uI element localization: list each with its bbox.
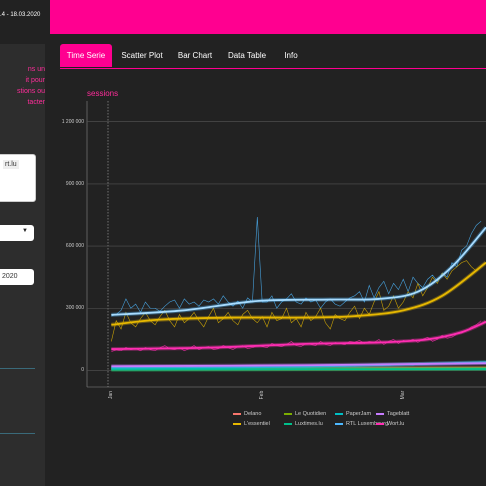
date-range-label: .4 - 18.03.2020	[0, 12, 41, 18]
y-tick-label: 600 000	[65, 243, 84, 250]
legend-item[interactable]: Delano	[233, 411, 261, 417]
legend-item[interactable]: L'essentiel	[233, 421, 270, 427]
sidebar-divider	[0, 368, 35, 369]
sidebar-panel: ns un it pour stions ou tacter rt.lu ▼ 2…	[0, 44, 45, 486]
legend-label: Delano	[244, 411, 262, 417]
raw-series-line	[111, 217, 482, 317]
tab-bar: Time Serie Scatter Plot Bar Chart Data T…	[60, 44, 486, 69]
legend-label: RTL Luxembourg	[346, 421, 389, 427]
date-input[interactable]: 2020	[0, 269, 34, 285]
legend-swatch	[284, 412, 292, 415]
sidebar-description-line: ns un	[27, 66, 45, 73]
legend-item[interactable]: Tageblatt	[376, 411, 409, 417]
smooth-series-line	[111, 320, 486, 350]
y-axis-label: sessions	[87, 89, 119, 98]
legend-swatch	[233, 412, 241, 415]
tab-scatter-plot[interactable]: Scatter Plot	[121, 51, 163, 60]
smooth-series-line	[111, 226, 486, 316]
smooth-series-line	[111, 362, 486, 368]
legend-swatch	[335, 412, 343, 415]
legend-item[interactable]: RTL Luxembourg	[335, 421, 388, 427]
raw-series-line	[111, 260, 482, 342]
site-select-input[interactable]: rt.lu	[0, 154, 36, 202]
legend-label: Tageblatt	[387, 411, 410, 417]
legend-label: PaperJam	[346, 411, 372, 417]
y-tick-label: 1 200 000	[61, 118, 84, 125]
legend-label: Luxtimes.lu	[295, 421, 323, 427]
sidebar-description: ns un it pour stions ou tacter	[0, 64, 45, 108]
y-tick-label: 0	[81, 367, 84, 374]
smooth-series-line	[111, 261, 486, 326]
smooth-series-line	[111, 368, 486, 371]
top-navbar: .4 - 18.03.2020	[0, 0, 486, 34]
legend-swatch	[376, 422, 384, 425]
legend-swatch	[376, 412, 384, 415]
legend-item[interactable]: Wort.lu	[376, 421, 404, 427]
y-tick-label: 900 000	[65, 180, 84, 187]
raw-series-line	[111, 320, 482, 353]
legend-item[interactable]: Luxtimes.lu	[284, 421, 323, 427]
legend-label: Wort.lu	[387, 421, 405, 427]
sidebar-divider	[0, 433, 35, 434]
legend-item[interactable]: PaperJam	[335, 411, 371, 417]
legend-item[interactable]: Le Quotidien	[284, 411, 326, 417]
legend-swatch	[284, 422, 292, 425]
sidebar-description-line: tacter	[27, 99, 45, 106]
selected-site-chip[interactable]: rt.lu	[3, 160, 19, 169]
tab-data-table[interactable]: Data Table	[227, 51, 267, 60]
tab-bar-chart[interactable]: Bar Chart	[177, 51, 213, 60]
legend-label: L'essentiel	[244, 421, 270, 427]
legend-swatch	[233, 422, 241, 425]
sidebar-description-line: stions ou	[16, 88, 45, 95]
navbar-title-area: .4 - 18.03.2020	[0, 0, 50, 34]
caret-down-icon: ▼	[22, 228, 28, 234]
date-input-value: 2020	[2, 273, 18, 280]
tab-time-serie[interactable]: Time Serie	[60, 44, 112, 67]
dropdown-select[interactable]: ▼	[0, 225, 34, 241]
legend-label: Le Quotidien	[295, 411, 327, 417]
tab-info[interactable]: Info	[284, 51, 298, 60]
sidebar-description-line: it pour	[25, 77, 45, 84]
y-tick-label: 300 000	[65, 305, 84, 312]
legend-swatch	[335, 422, 343, 425]
navbar-brand-bar	[50, 0, 486, 34]
